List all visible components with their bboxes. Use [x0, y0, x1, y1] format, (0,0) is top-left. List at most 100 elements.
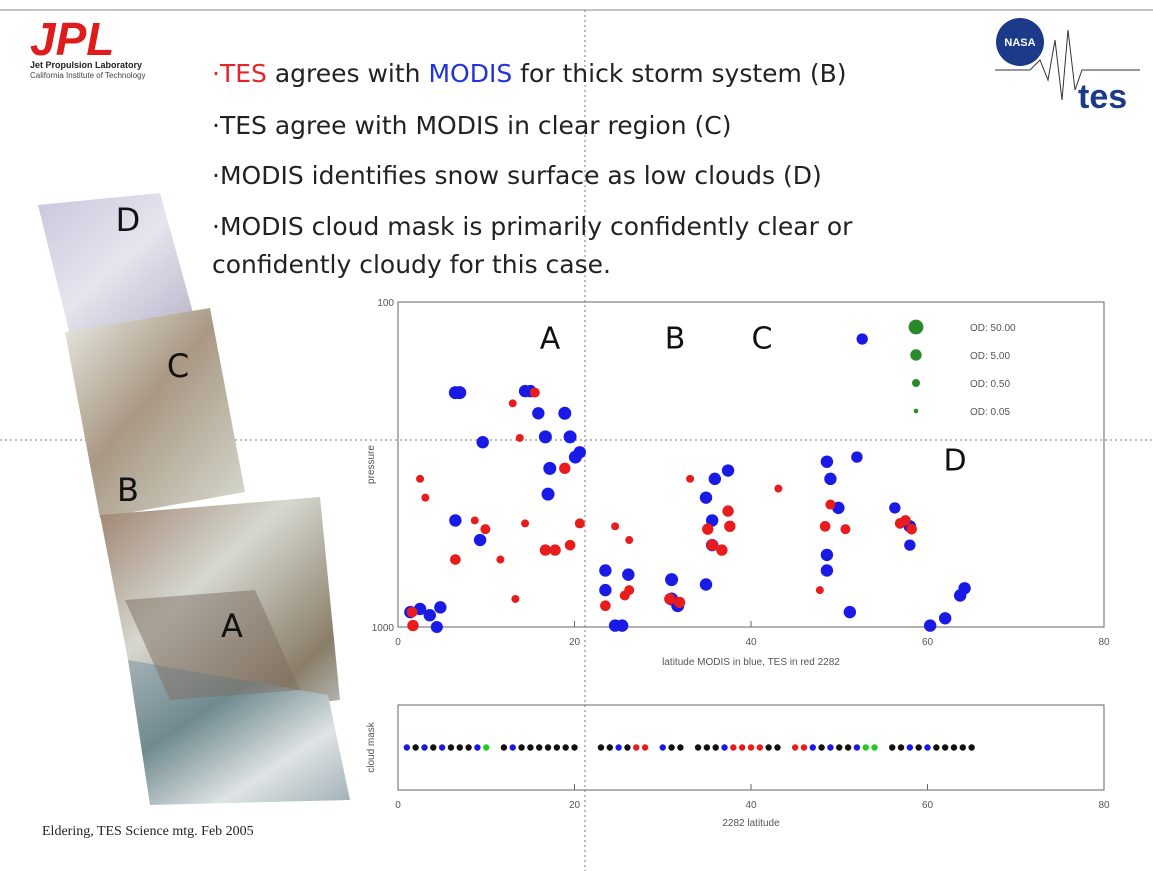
data-point	[574, 518, 585, 529]
data-point	[664, 593, 676, 605]
data-point	[721, 464, 735, 477]
data-point	[856, 333, 868, 345]
size-legend-label: OD: 50.00	[970, 323, 1016, 334]
bullet-text: ·TES agree with MODIS in clear region (C…	[212, 111, 732, 140]
data-point	[511, 595, 520, 603]
mask-point	[738, 744, 746, 751]
data-point	[532, 407, 545, 420]
mask-point	[483, 744, 490, 751]
data-point	[699, 491, 713, 504]
data-point	[716, 544, 728, 556]
image-label: D	[116, 201, 141, 239]
x-axis-label: latitude MODIS in blue, TES in red 2282	[662, 657, 840, 668]
annotation: A	[540, 322, 561, 357]
mask-point	[544, 744, 552, 751]
data-point	[508, 399, 517, 408]
mask-point	[836, 744, 843, 751]
data-point	[421, 493, 430, 502]
mask-point	[518, 744, 525, 751]
mask-point	[827, 744, 834, 751]
data-point	[563, 430, 577, 444]
data-point	[538, 430, 552, 444]
mask-point	[730, 744, 737, 751]
bullet: ·TES agree with MODIS in clear region (C…	[212, 107, 731, 145]
x-tick-label: 40	[745, 637, 757, 648]
x-tick-label: 60	[922, 800, 934, 811]
data-point	[558, 406, 572, 420]
mask-point	[756, 744, 764, 751]
tes-waveform	[995, 29, 1140, 101]
data-point	[722, 505, 734, 517]
data-point	[615, 619, 629, 632]
data-point	[622, 568, 635, 581]
data-point	[480, 524, 491, 535]
data-point	[559, 462, 571, 475]
data-point	[449, 514, 462, 527]
data-point	[686, 474, 695, 483]
x-tick-label: 40	[745, 800, 757, 811]
annotation: D	[943, 444, 966, 479]
mask-point	[500, 744, 508, 751]
size-legend-marker	[908, 319, 924, 335]
x-tick-label: 0	[395, 800, 401, 811]
mask-point	[765, 744, 772, 751]
mask-point	[712, 744, 719, 751]
data-point	[430, 620, 443, 634]
y-tick-label: 100	[377, 298, 394, 309]
x-axis-label: 2282 latitude	[722, 818, 780, 829]
jpl-line2: California Institute of Technology	[30, 71, 145, 80]
data-point	[496, 555, 505, 564]
size-legend-marker	[910, 349, 922, 361]
mask-point	[906, 744, 914, 751]
x-tick-label: 20	[569, 800, 581, 811]
mask-point	[465, 744, 472, 751]
mask-point	[597, 744, 605, 751]
mask-point	[641, 744, 649, 751]
mask-point	[844, 744, 852, 751]
x-tick-label: 20	[569, 637, 581, 648]
bullet-text: agrees with	[266, 59, 429, 88]
data-point	[521, 519, 530, 528]
data-point	[705, 514, 719, 527]
y-tick-label: 1000	[372, 623, 395, 634]
mask-point	[871, 744, 878, 751]
bullet-text: ·MODIS cloud mask is primarily confident…	[212, 212, 853, 279]
annotation: B	[665, 322, 686, 357]
data-point	[564, 539, 576, 551]
mask-point	[703, 744, 711, 751]
data-point	[840, 524, 851, 535]
mask-point	[553, 744, 561, 751]
bullet-text: ·MODIS identifies snow surface as low cl…	[212, 161, 822, 190]
data-point	[539, 544, 552, 556]
data-point	[938, 612, 952, 625]
mask-point	[933, 744, 940, 751]
bullet-text: ·TES	[212, 59, 267, 88]
data-point	[906, 523, 917, 535]
data-point	[406, 606, 418, 618]
data-point	[774, 484, 783, 493]
data-point	[599, 583, 612, 597]
x-tick-label: 60	[922, 637, 934, 648]
data-point	[453, 386, 467, 400]
x-tick-label: 80	[1098, 637, 1110, 648]
mask-point	[818, 744, 825, 751]
mask-point	[924, 744, 931, 751]
nasa-logo: NASA	[1004, 37, 1035, 49]
data-point	[450, 554, 461, 565]
mask-point	[571, 744, 578, 751]
data-point	[625, 536, 634, 545]
data-point	[434, 601, 447, 614]
size-legend-label: OD: 0.50	[970, 379, 1010, 390]
mask-point	[862, 744, 869, 751]
data-point	[900, 515, 911, 526]
data-point	[416, 474, 425, 483]
mask-point	[456, 744, 463, 751]
data-point	[820, 548, 834, 562]
mask-point	[897, 744, 905, 751]
mask-point	[809, 744, 816, 751]
satellite-landmass	[125, 590, 300, 700]
mask-point	[677, 744, 684, 751]
mask-point	[438, 744, 446, 751]
data-point	[407, 619, 419, 632]
